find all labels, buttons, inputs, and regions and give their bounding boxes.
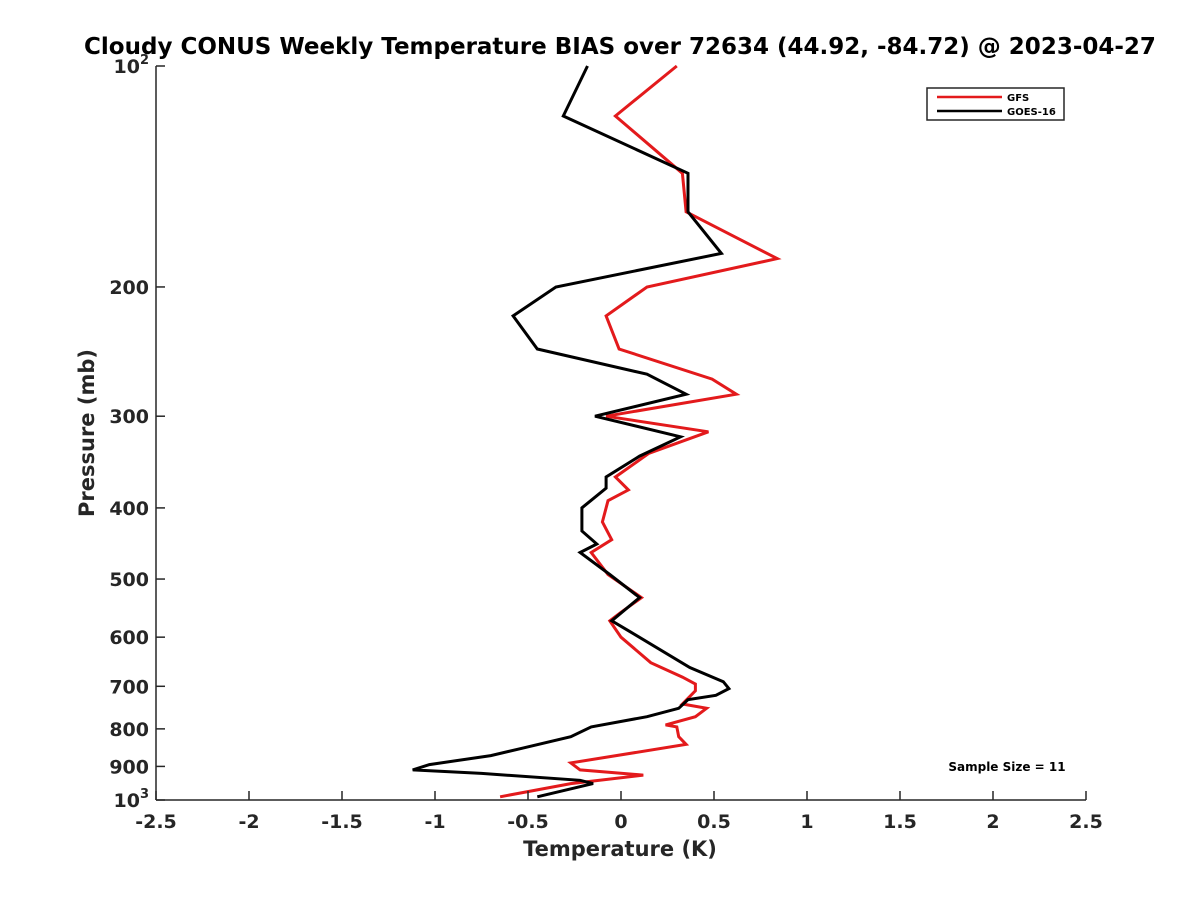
x-axis-ticks: -2.5 -2 -1.5 -1 -0.5 0 0.5 1 1.5 2 2.5: [135, 791, 1103, 833]
x-tick-label: 1: [800, 811, 813, 833]
x-tick-label: -1.5: [321, 811, 363, 833]
y-tick-label: 400: [109, 498, 149, 520]
x-tick-label: -2.5: [135, 811, 177, 833]
x-tick-label: 1.5: [883, 811, 917, 833]
legend-label-gfs: GFS: [1007, 93, 1029, 104]
x-tick-label: -1: [424, 811, 445, 833]
x-tick-label: 0.5: [697, 811, 731, 833]
y-tick-label: 300: [109, 406, 149, 428]
x-tick-label: 0: [614, 811, 627, 833]
plot-area: -2.5 -2 -1.5 -1 -0.5 0 0.5 1 1.5 2 2.5 1 0 2 200 300 40…: [109, 53, 1103, 833]
legend-box: [926, 87, 1065, 121]
chart-title: Cloudy CONUS Weekly Temperature BIAS ove…: [84, 34, 1156, 60]
y-tick-label: 500: [109, 569, 149, 591]
x-tick-label: 2.5: [1069, 811, 1103, 833]
x-tick-label: -0.5: [507, 811, 549, 833]
x-tick-label: 2: [986, 811, 999, 833]
series-layer: [412, 64, 782, 799]
legend-label-goes16: GOES-16: [1007, 107, 1056, 118]
y-tick-label: 600: [109, 627, 149, 649]
y-tick-label: 900: [109, 756, 149, 778]
series-line-goes-16: [412, 65, 732, 799]
y-tick-label: 700: [109, 676, 149, 698]
x-axis-label: Temperature (K): [523, 837, 717, 861]
x-tick-label: -2: [238, 811, 259, 833]
legend: GFS GOES-16: [926, 87, 1065, 121]
y-axis-label: Pressure (mb): [75, 349, 99, 517]
y-tick-label: 200: [109, 277, 149, 299]
y-tick-label: 800: [109, 719, 149, 741]
y-tick-label: 103: [114, 787, 150, 812]
sample-size-note: Sample Size = 11: [948, 760, 1065, 774]
